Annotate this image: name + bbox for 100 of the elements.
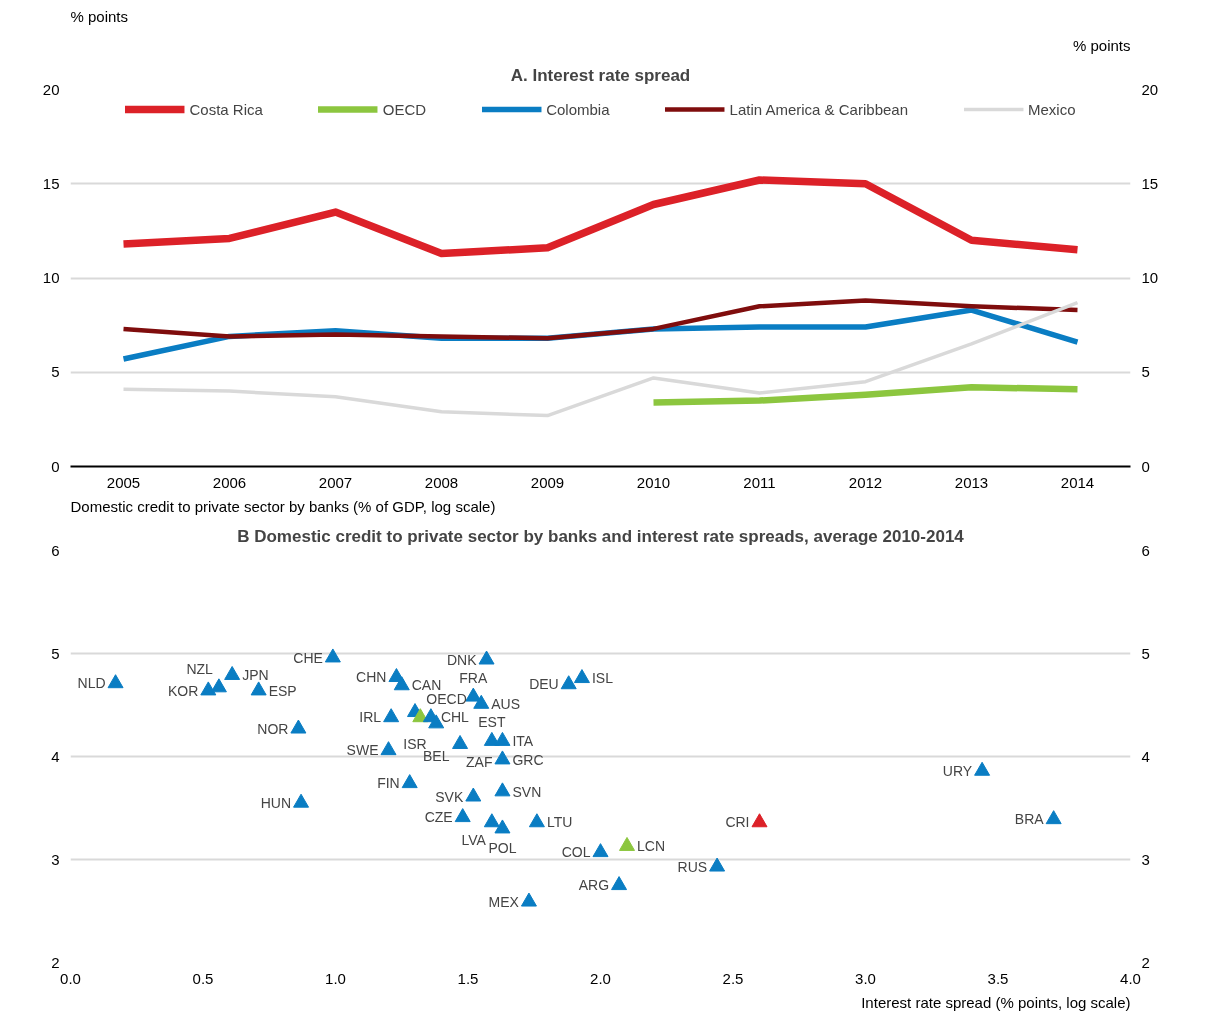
legend-label: Latin America & Caribbean	[729, 100, 908, 118]
point	[619, 836, 635, 851]
point	[380, 741, 397, 756]
point	[200, 681, 217, 696]
x-tick-label: 3.0	[855, 969, 876, 987]
annotation: NZL	[186, 661, 214, 678]
point	[520, 892, 537, 907]
annotation: ARG	[578, 877, 610, 894]
annotation: CRI	[725, 814, 750, 831]
x-tick-label: 2012	[848, 473, 883, 491]
point	[250, 681, 267, 696]
annotation: CAN	[411, 677, 442, 694]
y2-tick-label: 0	[1141, 457, 1150, 475]
point	[494, 782, 511, 797]
annotation: LVA	[461, 832, 487, 849]
annotation: MEX	[488, 893, 520, 910]
annotation: SWE	[346, 742, 379, 759]
x-tick-label: 2005	[106, 473, 141, 491]
y-axis-title: Domestic credit to private sector by banks (% of GDP, log scale)	[70, 497, 496, 515]
y2-tick-label: 2	[1141, 953, 1150, 971]
point	[494, 731, 511, 746]
annotation: ISL	[591, 670, 614, 687]
y-tick-label: 20	[42, 80, 60, 98]
point	[478, 650, 495, 665]
annotation: NOR	[257, 720, 289, 737]
point	[465, 787, 482, 802]
point	[401, 774, 418, 789]
point	[974, 761, 991, 776]
annotation: ITA	[512, 733, 534, 750]
annotation: CHN	[356, 669, 387, 686]
point	[494, 819, 511, 834]
annotation: CHL	[440, 709, 470, 726]
legend-label: Mexico	[1028, 100, 1076, 118]
x-tick-label: 3.5	[987, 969, 1009, 987]
point	[592, 843, 609, 858]
annotation: FIN	[377, 775, 400, 792]
annotation: FRA	[459, 669, 488, 686]
annotation: BRA	[1014, 811, 1045, 828]
y-tick-label: 5	[51, 363, 60, 381]
y2-tick-label: 15	[1141, 174, 1159, 192]
x-tick-label: 2011	[743, 473, 776, 491]
annotation: CZE	[424, 809, 453, 826]
chart-title: B Domestic credit to private sector by banks and interest rate spreads, average 2010-2014	[237, 526, 965, 546]
y-tick-label: 10	[42, 269, 60, 286]
annotation: ZAF	[466, 754, 493, 771]
y2-tick-label: 5	[1141, 363, 1150, 381]
x-tick-label: 2007	[318, 473, 353, 491]
point	[473, 694, 490, 709]
point	[290, 719, 307, 734]
y-tick-label: 5	[51, 644, 60, 662]
point	[573, 669, 590, 684]
x-axis-title: Interest rate spread (% points, log scale)	[861, 993, 1131, 1011]
x-tick-label: 0.0	[60, 969, 81, 987]
point	[611, 876, 628, 891]
point	[560, 675, 577, 690]
x-tick-label: 2.5	[722, 969, 744, 987]
line-series	[121, 298, 1080, 341]
point	[210, 678, 227, 693]
legend-label: OECD	[382, 100, 427, 118]
y-tick-label: 2	[51, 953, 60, 971]
x-tick-label: 0.5	[192, 969, 214, 987]
x-tick-label: 1.5	[457, 969, 479, 987]
annotation: LCN	[637, 838, 666, 855]
y2-axis-title: % points	[1072, 36, 1131, 54]
legend-label: Colombia	[546, 100, 610, 118]
annotation: POL	[488, 839, 517, 856]
y2-tick-label: 20	[1141, 80, 1159, 98]
point	[293, 793, 310, 808]
y-tick-label: 0	[51, 457, 60, 475]
point	[528, 813, 545, 828]
annotation: SVK	[435, 788, 464, 805]
point	[483, 813, 500, 828]
x-tick-label: 4.0	[1120, 969, 1141, 987]
annotation: NLD	[77, 675, 106, 692]
y-tick-label: 3	[51, 850, 60, 868]
annotation: HUN	[260, 794, 292, 811]
point	[383, 708, 400, 723]
x-tick-label: 2006	[212, 473, 247, 491]
point	[494, 750, 511, 765]
annotation: URY	[942, 762, 973, 779]
y-tick-label: 4	[51, 747, 60, 765]
point	[452, 734, 469, 749]
x-tick-label: 2009	[530, 473, 565, 491]
annotation: CHE	[293, 649, 323, 666]
annotation: IRL	[359, 709, 382, 726]
point	[709, 857, 726, 872]
point	[224, 665, 241, 680]
x-tick-label: 2010	[636, 473, 671, 491]
point	[107, 674, 124, 689]
point	[465, 687, 482, 702]
annotation: ESP	[268, 682, 297, 699]
x-tick-label: 2008	[424, 473, 459, 491]
point	[454, 808, 471, 823]
annotation: OECD	[426, 691, 467, 708]
y2-tick-label: 4	[1141, 747, 1150, 765]
y-axis-title: % points	[70, 7, 129, 25]
annotation: DNK	[446, 651, 478, 668]
x-tick-label: 2013	[954, 473, 989, 491]
chart-title: A. Interest rate spread	[510, 65, 691, 85]
annotation: COL	[561, 844, 591, 861]
